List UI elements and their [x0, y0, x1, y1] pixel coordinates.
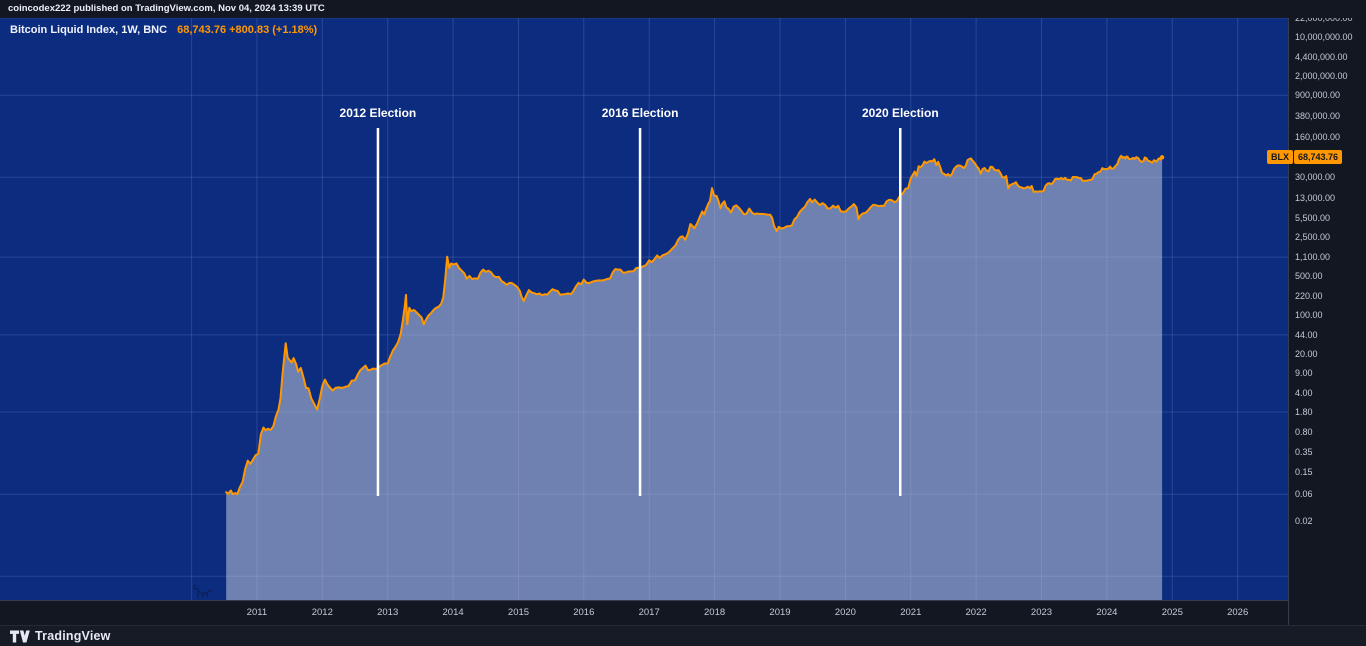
election-marker-line[interactable] [376, 128, 380, 496]
election-label[interactable]: 2012 Election [339, 106, 417, 120]
time-axis-label: 2024 [1096, 607, 1118, 618]
price-axis-label: 100.00 [1295, 310, 1323, 320]
election-marker-line[interactable] [899, 128, 902, 496]
last-price-dot [1159, 155, 1165, 160]
price-chart-canvas [0, 18, 1288, 600]
price-axis-label: 10,000,000.00 [1295, 32, 1353, 42]
price-axis-label: 220.00 [1295, 291, 1323, 301]
price-axis[interactable]: 22,000,000.00 10,000,000.00 4,400,000.00 2,… [1288, 18, 1366, 625]
time-axis-label: 2017 [638, 607, 660, 618]
price-axis-label: 0.15 [1295, 467, 1313, 478]
time-axis-label: 2011 [246, 607, 268, 618]
price-axis-label: 2,500.00 [1295, 232, 1331, 243]
time-axis-label: 2013 [377, 607, 399, 618]
price-axis-label: 44.00 [1295, 329, 1318, 340]
time-axis-label: 2021 [900, 607, 922, 618]
price-axis-label: 4.00 [1295, 387, 1313, 398]
tradingview-wordmark[interactable]: TradingView [35, 629, 111, 643]
chart-legend[interactable]: Bitcoin Liquid Index, 1W, BNC 68,743.76 … [10, 24, 317, 36]
time-axis-label: 2014 [442, 607, 464, 618]
dino-doodle-icon [193, 584, 213, 599]
price-axis-label: 30,000.00 [1295, 172, 1336, 183]
publish-info-text: coincodex222 published on TradingView.co… [8, 3, 325, 14]
legend-price-change: 68,743.76 +800.83 (+1.18%) [177, 24, 318, 36]
election-marker-line[interactable] [638, 128, 642, 496]
price-axis-label: 0.06 [1295, 489, 1313, 500]
price-axis-label: 0.35 [1295, 446, 1313, 457]
price-axis-label: 0.80 [1295, 426, 1313, 437]
time-axis-label: 2015 [507, 607, 530, 618]
price-axis-label: 160,000.00 [1295, 131, 1341, 142]
time-axis-label: 2018 [704, 607, 726, 618]
price-axis-label: 1,100.00 [1295, 252, 1331, 263]
time-axis-label: 2025 [1161, 607, 1183, 618]
time-axis-label: 2022 [965, 607, 987, 618]
price-axis-label: 900,000.00 [1295, 90, 1341, 101]
price-axis-label: 0.02 [1295, 515, 1313, 526]
last-price-badge: BLX 68,743.76 [1267, 150, 1343, 165]
price-axis-label: 22,000,000.00 [1295, 18, 1353, 23]
time-axis-label: 2026 [1227, 607, 1249, 618]
last-price-value: 68,743.76 [1294, 150, 1343, 165]
time-axis-label: 2016 [573, 607, 595, 618]
price-axis-label: 13,000.00 [1295, 192, 1336, 203]
price-area-fill [226, 155, 1163, 600]
time-axis-label: 2019 [769, 607, 791, 618]
price-axis-label: 20.00 [1295, 348, 1318, 359]
time-axis[interactable]: 2011 2012 2013 2014 2015 2016 2017 2018 2019 2020… [0, 600, 1288, 625]
price-axis-label: 2,000,000.00 [1295, 70, 1348, 81]
price-axis-label: 5,500.00 [1295, 213, 1331, 224]
price-axis-label: 1.80 [1295, 407, 1313, 417]
time-axis-label: 2023 [1030, 607, 1053, 618]
price-axis-label: 9.00 [1295, 368, 1313, 379]
tradingview-logo-icon[interactable] [10, 630, 30, 643]
price-axis-label: 4,400,000.00 [1295, 51, 1348, 62]
price-axis-label: 500.00 [1295, 271, 1323, 282]
price-axis-label: 380,000.00 [1295, 111, 1341, 121]
footer-bar: TradingView [0, 625, 1366, 646]
election-label[interactable]: 2016 Election [601, 106, 679, 120]
chart-plot-area[interactable]: Bitcoin Liquid Index, 1W, BNC 68,743.76 … [0, 18, 1288, 600]
publish-info-bar: coincodex222 published on TradingView.co… [0, 0, 1366, 18]
symbol-tag: BLX [1267, 150, 1293, 165]
symbol-title[interactable]: Bitcoin Liquid Index, 1W, BNC [10, 24, 168, 36]
time-axis-label: 2020 [834, 607, 856, 618]
time-axis-label: 2012 [311, 607, 333, 618]
price-line [225, 154, 1164, 496]
election-label[interactable]: 2020 Election [861, 106, 939, 120]
